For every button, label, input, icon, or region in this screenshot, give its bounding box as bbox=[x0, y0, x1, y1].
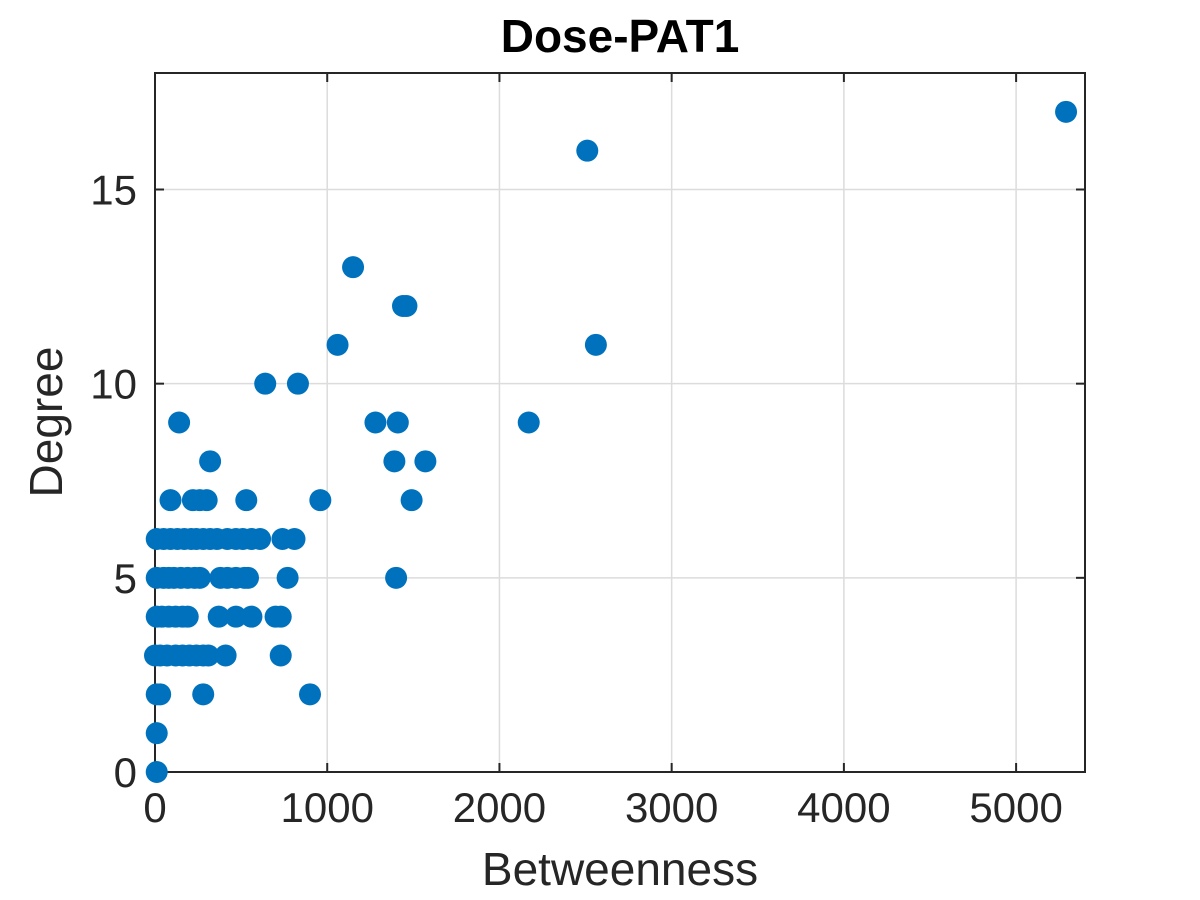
plot-frame bbox=[154, 72, 1086, 773]
data-point bbox=[168, 411, 191, 434]
x-tick-label: 4000 bbox=[797, 784, 890, 831]
data-point bbox=[249, 528, 272, 550]
x-tick-label: 1000 bbox=[281, 784, 374, 831]
data-point bbox=[309, 489, 332, 512]
data-point bbox=[159, 489, 182, 512]
data-point bbox=[299, 683, 321, 706]
data-point bbox=[342, 256, 365, 279]
y-tick-label: 0 bbox=[114, 749, 137, 796]
data-point bbox=[235, 489, 258, 512]
data-point bbox=[237, 566, 259, 589]
data-point bbox=[214, 644, 237, 667]
x-axis-label: Betweenness bbox=[482, 843, 758, 895]
data-point bbox=[240, 605, 263, 628]
grid bbox=[155, 73, 1085, 772]
y-axis-label: Degree bbox=[20, 347, 72, 498]
data-point bbox=[276, 566, 299, 589]
data-point bbox=[195, 489, 218, 512]
data-point bbox=[383, 450, 406, 473]
data-point bbox=[188, 566, 211, 589]
ticks: 0 1000 2000 3000 4000 5000 0 5 10 15 bbox=[90, 73, 1085, 831]
data-point bbox=[254, 372, 277, 395]
data-point bbox=[197, 644, 220, 667]
data-point bbox=[176, 605, 199, 628]
data-point bbox=[386, 411, 409, 434]
x-tick-label: 3000 bbox=[625, 784, 718, 831]
data-point bbox=[385, 566, 408, 589]
y-tick-label: 10 bbox=[90, 361, 137, 408]
data-point bbox=[269, 644, 292, 667]
data-point bbox=[364, 411, 387, 434]
y-tick-label: 15 bbox=[90, 167, 137, 214]
data-point bbox=[224, 605, 247, 628]
y-tick-label: 5 bbox=[114, 555, 137, 602]
data-point bbox=[576, 139, 599, 162]
chart-title: Dose-PAT1 bbox=[501, 10, 740, 62]
data-point bbox=[414, 450, 437, 473]
x-tick-label: 2000 bbox=[453, 784, 546, 831]
data-point bbox=[145, 761, 168, 783]
data-point bbox=[517, 411, 540, 434]
data-points bbox=[144, 100, 1078, 783]
data-point bbox=[149, 683, 172, 706]
data-point bbox=[286, 372, 309, 395]
data-point bbox=[584, 333, 607, 356]
data-point bbox=[400, 489, 423, 512]
data-point bbox=[326, 333, 349, 356]
data-point bbox=[269, 605, 292, 628]
data-point bbox=[283, 528, 306, 550]
x-tick-label: 5000 bbox=[969, 784, 1062, 831]
data-point bbox=[207, 605, 230, 628]
data-point bbox=[1055, 100, 1078, 123]
data-point bbox=[192, 683, 215, 706]
data-point bbox=[395, 295, 418, 317]
data-point bbox=[145, 722, 168, 745]
data-point bbox=[199, 450, 222, 473]
x-tick-label: 0 bbox=[143, 784, 166, 831]
